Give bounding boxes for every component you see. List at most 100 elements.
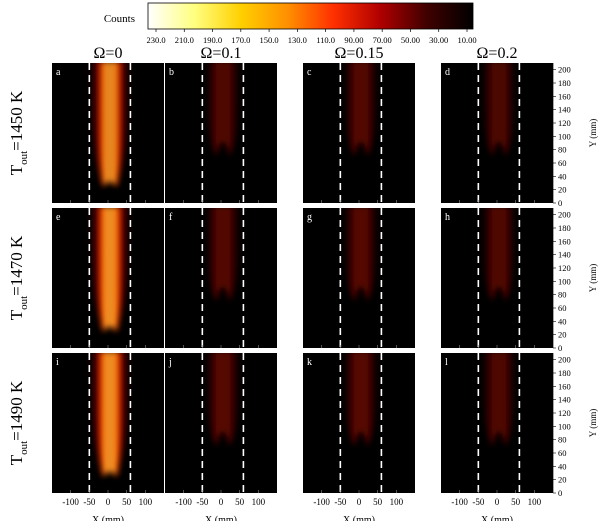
- y-tick-label: 100: [558, 276, 571, 286]
- y-tick-label: 160: [558, 236, 571, 246]
- colorbar-tick-label: 130.0: [288, 35, 307, 45]
- flame-intensity-region: [480, 208, 518, 302]
- x-tick-label: -50: [196, 497, 208, 507]
- flame-intensity-region: [204, 63, 242, 157]
- heatmap-panel: h: [441, 208, 553, 348]
- x-axis-label: X (mm): [343, 515, 375, 521]
- flame-intensity-region: [204, 208, 242, 302]
- x-tick-label: -100: [175, 497, 192, 507]
- colorbar-tick-label: 190.0: [203, 35, 222, 45]
- row-label: Tout=1450 K: [7, 90, 30, 175]
- x-axis-label: X (mm): [205, 515, 237, 521]
- y-tick-label: 140: [558, 105, 571, 115]
- flame-intensity-region: [204, 353, 242, 447]
- colorbar-tick-label: 30.00: [429, 35, 448, 45]
- panel-letter: f: [169, 212, 173, 223]
- x-tick-label: -50: [334, 497, 346, 507]
- row-label: Tout=1470 K: [7, 235, 30, 320]
- y-tick-label: 180: [558, 78, 571, 88]
- column-titles: Ω=0 Ω=0.1 Ω=0.15 Ω=0.2: [94, 45, 518, 62]
- colorbar-tick-label: 150.0: [260, 35, 279, 45]
- colorbar-tick-label: 90.00: [344, 35, 363, 45]
- x-tick-label: 0: [495, 497, 500, 507]
- colorbar-tick-label: 170.0: [231, 35, 250, 45]
- y-tick-label: 60: [558, 448, 567, 458]
- flame-intensity-region: [342, 208, 380, 302]
- y-tick-label: 200: [558, 355, 571, 365]
- heatmap-panel: f: [165, 208, 277, 348]
- flame-intensity-region: [91, 208, 129, 332]
- panel-letter: d: [445, 67, 450, 78]
- y-tick-label: 140: [558, 250, 571, 260]
- x-tick-label: 100: [252, 497, 266, 507]
- column-title: Ω=0.15: [335, 45, 384, 62]
- y-tick-label: 120: [558, 408, 571, 418]
- heatmap-panel: i: [52, 353, 164, 493]
- panel-letter: a: [56, 67, 61, 78]
- colorbar-tick-label: 70.00: [373, 35, 392, 45]
- panel-letter: c: [307, 67, 312, 78]
- y-tick-label: 140: [558, 395, 571, 405]
- x-tick-label: -100: [62, 497, 79, 507]
- panel-letter: j: [168, 357, 172, 368]
- heatmap-panel: b: [165, 63, 277, 203]
- x-axis-label: X (mm): [92, 515, 124, 521]
- row-labels: Tout=1450 K Tout=1470 K Tout=1490 K: [7, 90, 30, 465]
- x-tick-label: 0: [357, 497, 362, 507]
- y-tick-label: 180: [558, 368, 571, 378]
- y-tick-label: 40: [558, 461, 567, 471]
- panel-letter: g: [307, 212, 312, 223]
- y-tick-label: 0: [558, 488, 562, 498]
- column-title: Ω=0.2: [477, 45, 518, 62]
- panel-letter: i: [56, 357, 59, 368]
- heatmap-panel: d: [441, 63, 553, 203]
- colorbar-tick-label: 230.0: [146, 35, 165, 45]
- colorbar-label: Counts: [104, 13, 135, 25]
- y-tick-label: 20: [558, 330, 567, 340]
- colorbar-tick-label: 50.00: [401, 35, 420, 45]
- y-tick-label: 60: [558, 158, 567, 168]
- y-tick-label: 100: [558, 421, 571, 431]
- flame-intensity-region: [480, 63, 518, 157]
- y-tick-label: 0: [558, 198, 562, 208]
- flame-intensity-region: [91, 353, 129, 477]
- x-tick-label: -100: [313, 497, 330, 507]
- x-tick-label: 100: [139, 497, 153, 507]
- x-tick-label: -50: [472, 497, 484, 507]
- y-axis-label: Y (mm): [588, 409, 598, 437]
- heatmap-panels: a b c d e f g h i j k l: [52, 63, 553, 493]
- y-tick-label: 100: [558, 131, 571, 141]
- row-label: Tout=1490 K: [7, 380, 30, 465]
- y-tick-label: 120: [558, 263, 571, 273]
- heatmap-panel: c: [303, 63, 415, 203]
- y-axis-label: Y (mm): [588, 264, 598, 292]
- flame-intensity-region: [342, 63, 380, 157]
- y-tick-label: 20: [558, 185, 567, 195]
- colorbar-tick-label: 210.0: [175, 35, 194, 45]
- x-tick-label: 50: [235, 497, 245, 507]
- y-tick-label: 0: [558, 343, 562, 353]
- heatmap-panel: k: [303, 353, 415, 493]
- y-tick-label: 20: [558, 475, 567, 485]
- x-axis-label: X (mm): [481, 515, 513, 521]
- colorbar-tick-label: 110.0: [316, 35, 335, 45]
- heatmap-panel: e: [52, 208, 164, 348]
- y-tick-label: 60: [558, 303, 567, 313]
- colorbar-gradient: [147, 2, 474, 30]
- y-tick-label: 40: [558, 316, 567, 326]
- panel-letter: b: [169, 67, 174, 78]
- y-tick-label: 80: [558, 290, 567, 300]
- panel-letter: e: [56, 212, 61, 223]
- y-tick-label: 180: [558, 223, 571, 233]
- heatmap-panel: a: [52, 63, 164, 203]
- flame-intensity-region: [91, 63, 129, 187]
- y-tick-label: 80: [558, 435, 567, 445]
- colorbar-ticks: 230.0 210.0 190.0 170.0 150.0 130.0 110.0 90.00…: [146, 29, 477, 45]
- x-tick-label: -100: [451, 497, 468, 507]
- x-tick-label: 100: [390, 497, 404, 507]
- flame-intensity-region: [480, 353, 518, 447]
- colorbar: Counts 230.0 210.0 190.0 170.0 150.0 130.0 110…: [104, 2, 477, 45]
- x-tick-label: 0: [219, 497, 224, 507]
- y-tick-label: 80: [558, 145, 567, 155]
- panel-letter: k: [307, 357, 312, 368]
